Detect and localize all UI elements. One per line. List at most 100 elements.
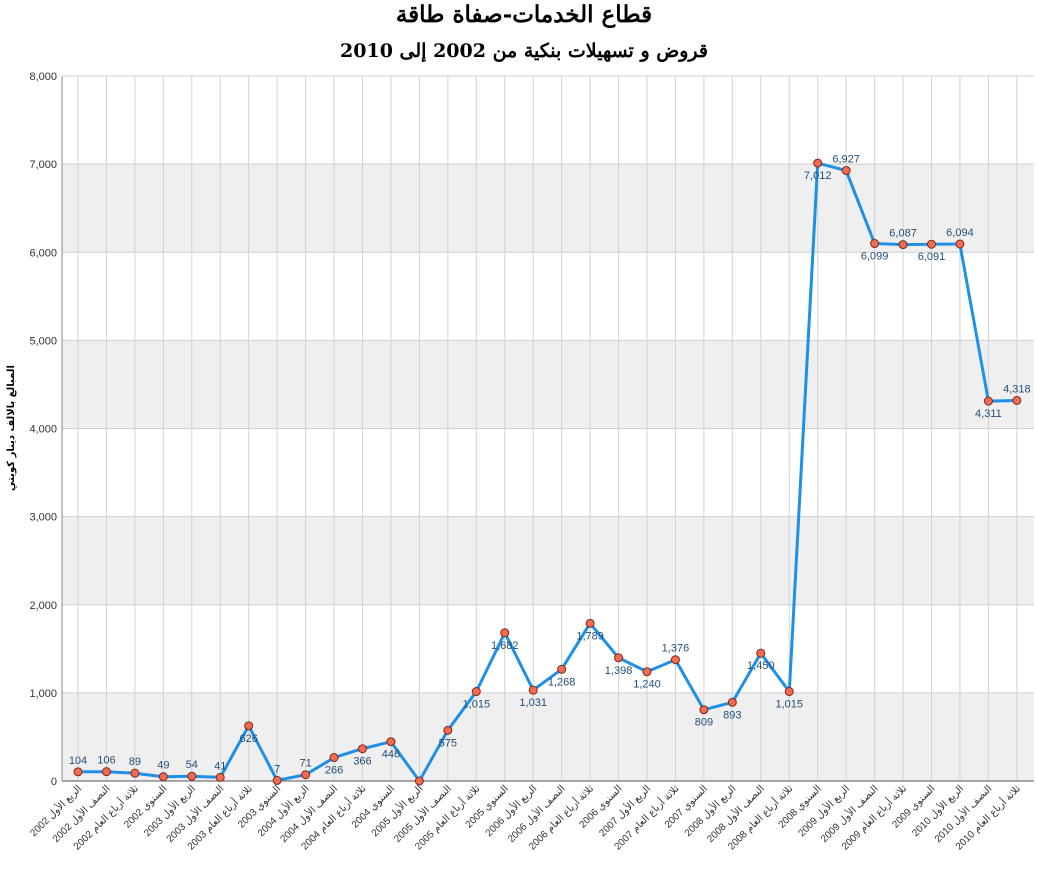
data-point (1012, 395, 1022, 405)
data-labels: 104 106 89 49 54 41 626 7 71 266 366 446 575 1,015 1,6… (69, 154, 1031, 777)
data-point (898, 240, 908, 250)
data-label: 104 (69, 755, 87, 767)
data-point (73, 767, 83, 777)
data-point (727, 697, 737, 707)
data-point (443, 725, 453, 735)
data-point (841, 166, 851, 176)
data-label: 49 (157, 760, 169, 772)
x-tick-label: الربع الأول 2007 (597, 783, 653, 839)
data-label: 1,240 (633, 679, 661, 691)
y-tick-label: 0 (51, 776, 57, 788)
data-point (557, 664, 567, 674)
x-tick-label: الربع الأول 2005 (369, 783, 425, 839)
y-tick-labels: 0 1,000 2,000 3,000 4,000 5,000 6,000 7,000 8,00… (29, 71, 57, 788)
data-point (244, 721, 254, 731)
y-tick-label: 1,000 (29, 688, 57, 700)
data-label: 1,398 (605, 665, 633, 677)
data-point (585, 618, 595, 628)
data-label: 4,318 (1003, 383, 1031, 395)
data-point (528, 685, 538, 695)
data-label: 575 (439, 737, 457, 749)
data-label: 6,087 (889, 228, 917, 240)
data-label: 106 (97, 755, 115, 767)
data-label: 446 (382, 749, 400, 761)
axes (61, 76, 1034, 782)
data-label: 893 (723, 709, 741, 721)
x-tick-label: الربع الأول 2008 (682, 783, 738, 839)
chart-subtitle: قروض و تسهيلات بنكية من 2002 إلى 2010 (340, 40, 708, 63)
data-label: 1,682 (491, 640, 519, 652)
data-label: 1,376 (662, 643, 690, 655)
data-label: 89 (129, 756, 141, 768)
data-point (927, 239, 936, 249)
data-point (614, 653, 624, 663)
x-tick-label: الربع الأول 2009 (796, 783, 852, 839)
data-label: 626 (240, 733, 258, 745)
data-point (329, 753, 339, 763)
data-label: 6,099 (861, 251, 889, 263)
y-tick-label: 2,000 (29, 600, 57, 612)
series-line (77, 161, 1017, 783)
data-label: 1,015 (463, 699, 491, 711)
data-point (386, 737, 396, 747)
data-label: 54 (186, 759, 198, 771)
data-label: 1,031 (519, 697, 547, 709)
x-tick-label: الربع الأول 2003 (141, 783, 197, 839)
data-point (187, 771, 197, 781)
data-point (301, 770, 311, 780)
data-label: 1,015 (775, 699, 803, 711)
data-point (813, 158, 823, 168)
data-label: 1,268 (548, 676, 576, 688)
background-band (62, 164, 1034, 253)
chart-title: قطاع الخدمات-صفاة طاقة (396, 1, 652, 29)
data-point (642, 667, 652, 677)
background-band (62, 692, 1034, 781)
y-tick-label: 3,000 (29, 512, 57, 524)
data-point (670, 655, 680, 665)
background-band (62, 516, 1034, 605)
data-label: 6,094 (946, 227, 974, 239)
data-label: 7 (274, 763, 280, 775)
data-point (130, 768, 140, 778)
data-point (870, 239, 880, 249)
series-line-path (77, 161, 1017, 783)
y-tick-label: 5,000 (29, 335, 57, 347)
data-point (414, 776, 424, 786)
data-label: 809 (695, 717, 713, 729)
x-tick-label: الربع الأول 2004 (255, 783, 311, 839)
data-point (101, 767, 111, 777)
y-tick-label: 6,000 (29, 247, 57, 259)
data-label: 41 (214, 760, 226, 772)
data-point (983, 396, 993, 406)
y-tick-label: 8,000 (29, 71, 57, 83)
y-tick-label: 7,000 (29, 159, 57, 171)
data-label: 1,789 (576, 630, 604, 642)
y-axis-label: المبالغ بالالف دينار كويتي (6, 365, 17, 491)
data-label: 71 (299, 758, 311, 770)
data-label: 6,091 (918, 251, 946, 263)
x-tick-label: الربع الأول 2010 (910, 783, 966, 839)
data-point (500, 628, 510, 638)
data-point (756, 648, 766, 658)
data-label: 366 (353, 756, 371, 768)
data-point (784, 687, 794, 697)
data-label: 1,450 (747, 660, 775, 672)
data-point (215, 772, 225, 782)
data-point (358, 744, 367, 754)
y-tick-label: 4,000 (29, 424, 57, 436)
background-band (62, 340, 1034, 429)
data-point (955, 239, 965, 249)
data-markers (73, 158, 1022, 786)
data-label: 7,012 (804, 170, 832, 182)
data-label: 4,311 (975, 408, 1002, 420)
data-point (272, 775, 282, 785)
data-label: 6,927 (832, 154, 860, 166)
data-point (158, 772, 168, 782)
data-point (699, 705, 709, 715)
data-point (471, 687, 481, 697)
x-tick-label: الربع الأول 2006 (483, 783, 539, 839)
background-bands (62, 164, 1034, 781)
data-label: 266 (325, 765, 343, 777)
